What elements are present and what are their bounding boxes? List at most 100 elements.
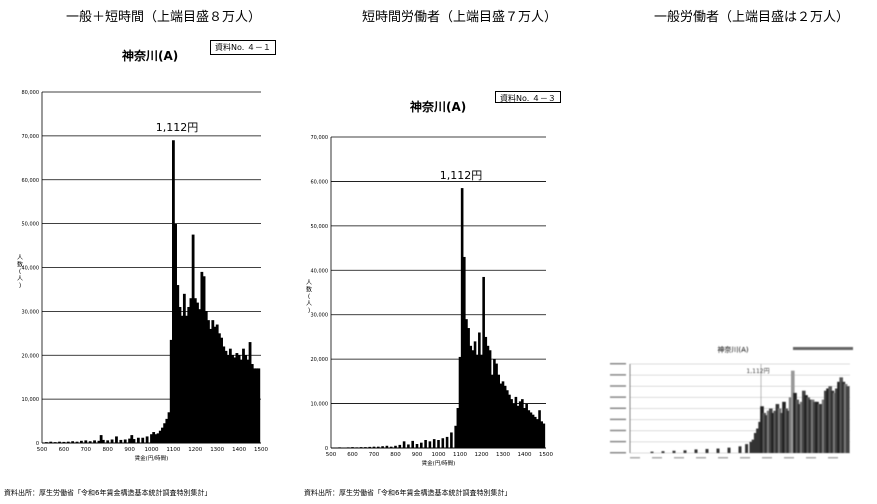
bar — [141, 437, 145, 443]
bar — [694, 449, 698, 453]
y-tick-label: 80,000 — [22, 90, 40, 96]
bar — [484, 336, 488, 448]
bar — [176, 285, 180, 443]
chart-svg: 神奈川(A) 1,112円 — [610, 345, 853, 459]
bar — [810, 399, 815, 453]
bar — [237, 355, 241, 443]
bar — [802, 390, 806, 453]
chart-title: 神奈川(A) — [122, 49, 179, 63]
bar — [220, 337, 223, 443]
x-tick-label — [828, 457, 838, 459]
bar — [540, 421, 543, 448]
bar — [185, 315, 188, 443]
bar — [355, 447, 359, 448]
y-tick-label — [610, 374, 626, 376]
bar — [769, 408, 773, 453]
bar — [407, 444, 410, 448]
bar — [231, 355, 234, 443]
annotation-label: 1,112円 — [746, 368, 769, 375]
bar — [824, 390, 828, 453]
bar — [385, 445, 389, 448]
y-axis-label-char: 数 — [17, 261, 23, 269]
bar — [514, 396, 518, 448]
bar — [542, 423, 546, 448]
bar — [510, 399, 513, 448]
bar — [432, 439, 436, 448]
x-tick-label — [718, 457, 728, 459]
bar — [486, 345, 490, 448]
bar — [132, 439, 136, 443]
y-axis-label-char: ) — [19, 283, 21, 290]
x-tick-label: 1200 — [188, 447, 202, 453]
bar — [445, 436, 449, 448]
bar — [115, 436, 118, 443]
bar — [771, 412, 775, 453]
x-tick-label: 1300 — [496, 452, 510, 458]
bar — [424, 440, 427, 448]
bar — [533, 416, 537, 448]
x-tick-label: 1500 — [254, 447, 268, 453]
bar — [428, 441, 432, 448]
bar — [469, 345, 473, 448]
bar — [123, 439, 127, 443]
bar — [377, 446, 380, 448]
bar — [233, 357, 237, 443]
document-number-label: 資料No. ４－３ — [495, 91, 561, 103]
bar — [475, 354, 479, 448]
bar — [521, 399, 524, 448]
x-tick-label — [696, 457, 706, 459]
y-axis-label-char: ) — [308, 308, 310, 315]
bar — [463, 256, 466, 448]
y-axis-label-char: ( — [19, 269, 21, 276]
x-tick-label: 800 — [102, 447, 113, 453]
y-tick-label — [610, 452, 626, 454]
bar — [467, 328, 470, 448]
bar — [799, 401, 804, 453]
bar — [795, 399, 799, 453]
y-axis-label-char: 人 — [17, 255, 23, 262]
bar — [672, 450, 676, 453]
x-tick-label — [652, 457, 662, 459]
bar — [66, 441, 70, 443]
bar — [110, 439, 114, 443]
bar — [841, 381, 846, 453]
y-tick-label: 20,000 — [311, 357, 329, 363]
y-axis-label-char: 人 — [306, 301, 312, 308]
bar — [402, 441, 406, 448]
bar — [217, 333, 221, 443]
bar — [529, 412, 533, 448]
bar — [683, 450, 687, 453]
bar — [250, 364, 254, 443]
bar — [456, 408, 460, 448]
annotation-label: 1,112円 — [440, 169, 483, 182]
bar — [71, 441, 75, 443]
document-number-label: 資料No. ４－１ — [210, 40, 276, 55]
bar — [222, 346, 226, 443]
bar — [145, 436, 149, 443]
y-tick-label — [610, 396, 626, 398]
bar — [458, 356, 462, 448]
x-tick-label: 1100 — [453, 452, 467, 458]
source-note: 資料出所：厚生労働省「令和6年賃金構造基本統計調査特別集計」 — [304, 489, 512, 497]
x-tick-label: 900 — [412, 452, 423, 458]
bar — [727, 447, 731, 453]
bar — [775, 404, 780, 453]
bar — [44, 442, 48, 443]
bar — [182, 293, 186, 443]
bar — [828, 386, 832, 453]
bar — [196, 302, 199, 443]
bar — [488, 350, 492, 448]
x-tick-label — [630, 457, 640, 459]
bar — [128, 438, 131, 443]
heading-right: 一般労働者（上端目盛は２万人） — [654, 10, 850, 25]
bar — [174, 223, 177, 443]
x-tick-label: 1000 — [432, 452, 446, 458]
bar — [364, 447, 367, 448]
y-tick-label: 0 — [36, 441, 39, 447]
bar — [235, 353, 239, 443]
x-tick-label: 500 — [326, 452, 337, 458]
y-tick-label — [610, 363, 626, 365]
bar — [359, 447, 363, 448]
bar — [764, 415, 769, 453]
bar — [394, 445, 397, 448]
